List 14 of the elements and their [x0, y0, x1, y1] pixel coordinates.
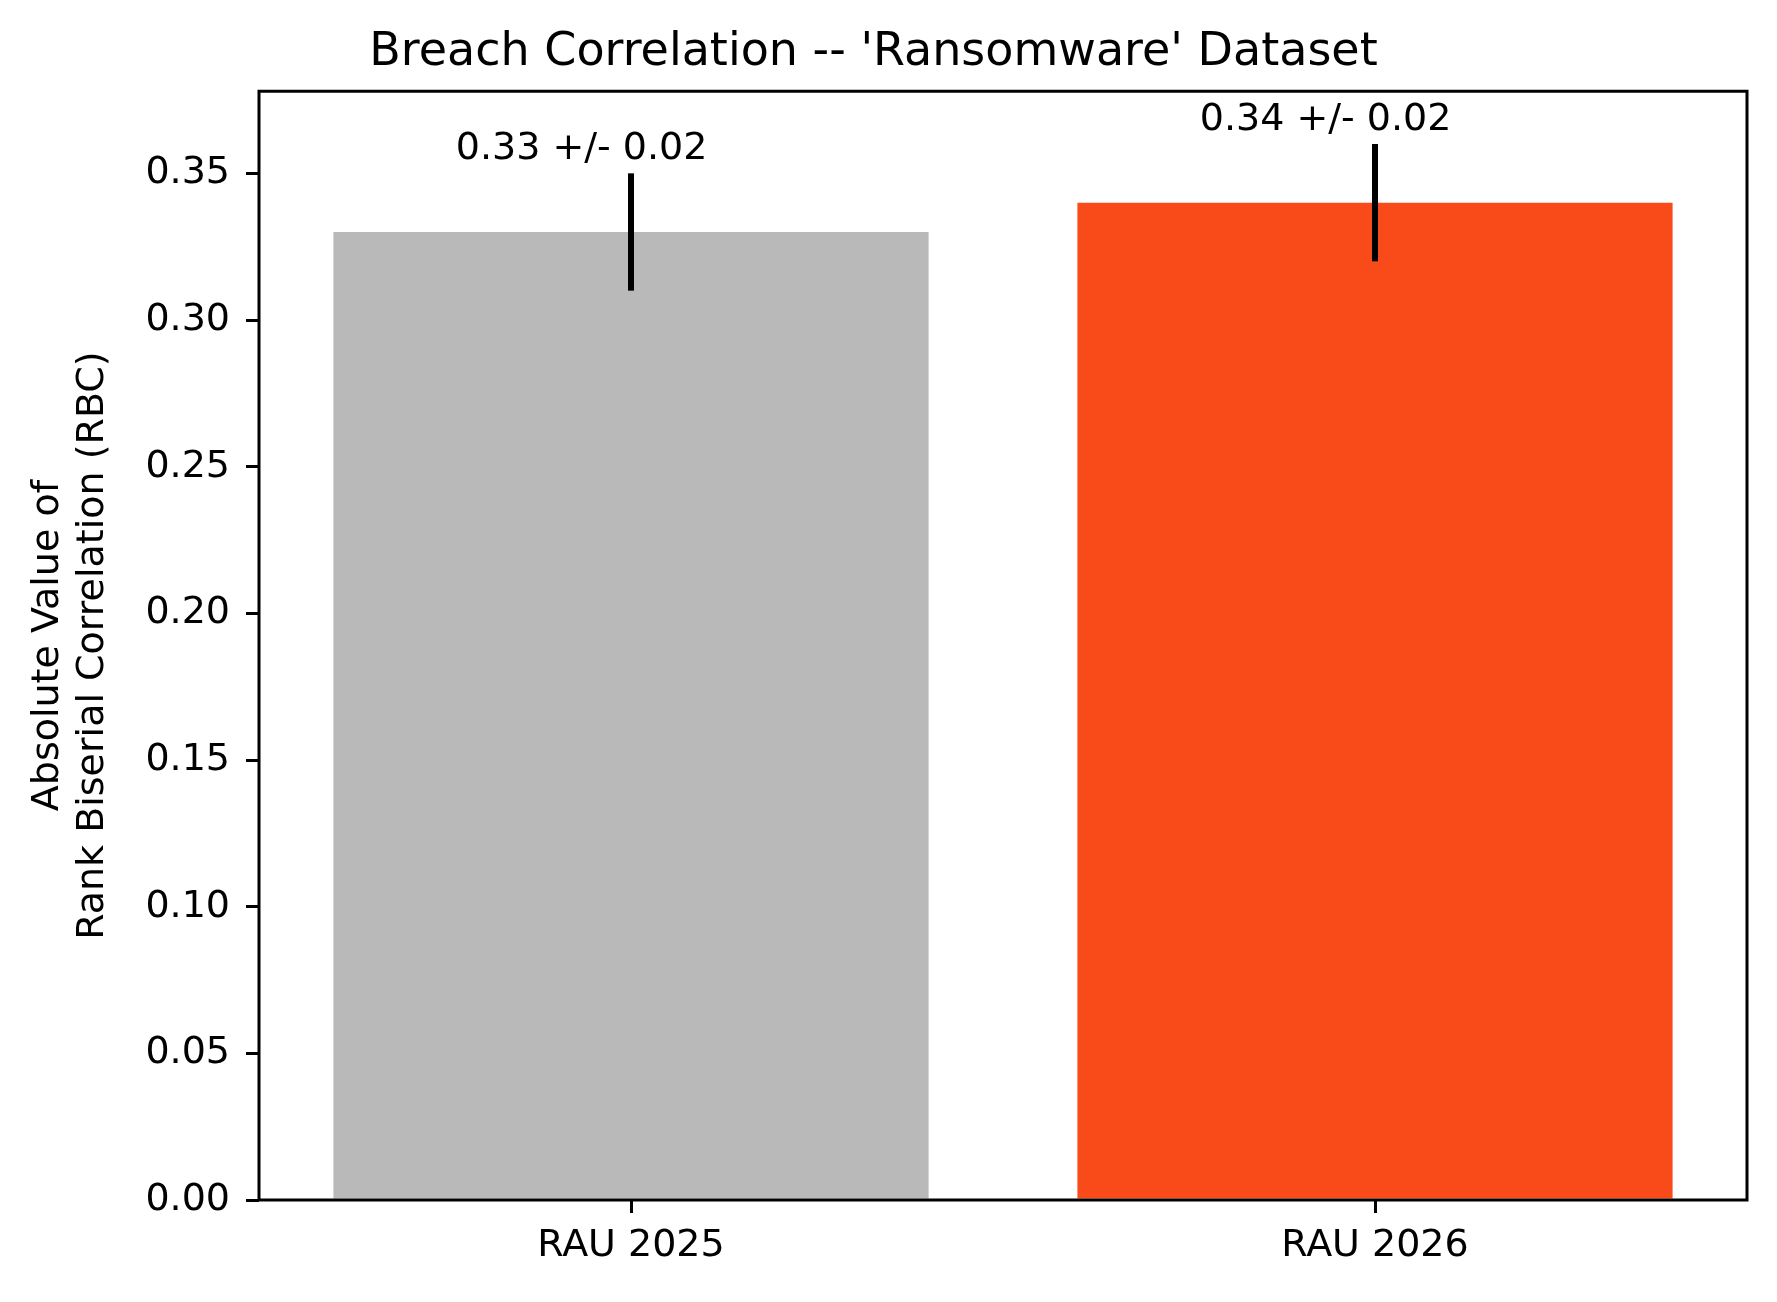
x-tick-label: RAU 2026 — [1281, 1220, 1469, 1265]
y-axis-title: Absolute Value of Rank Biserial Correlation (RBC) — [22, 351, 113, 940]
chart-title: Breach Correlation -- 'Ransomware' Dataset — [369, 21, 1378, 76]
y-tick-label: 0.35 — [145, 148, 230, 193]
x-tick-label: RAU 2025 — [537, 1220, 725, 1265]
y-tick-label: 0.20 — [145, 588, 230, 633]
y-tick-label: 0.00 — [145, 1174, 230, 1219]
data-label: 0.33 +/- 0.02 — [455, 124, 708, 169]
y-tick-label: 0.30 — [145, 294, 230, 339]
y-tick-label: 0.05 — [145, 1028, 230, 1073]
y-tick-label: 0.15 — [145, 734, 230, 779]
data-label: 0.34 +/- 0.02 — [1199, 95, 1452, 139]
y-tick-label: 0.25 — [145, 441, 230, 486]
y-tick-label: 0.10 — [145, 881, 230, 926]
